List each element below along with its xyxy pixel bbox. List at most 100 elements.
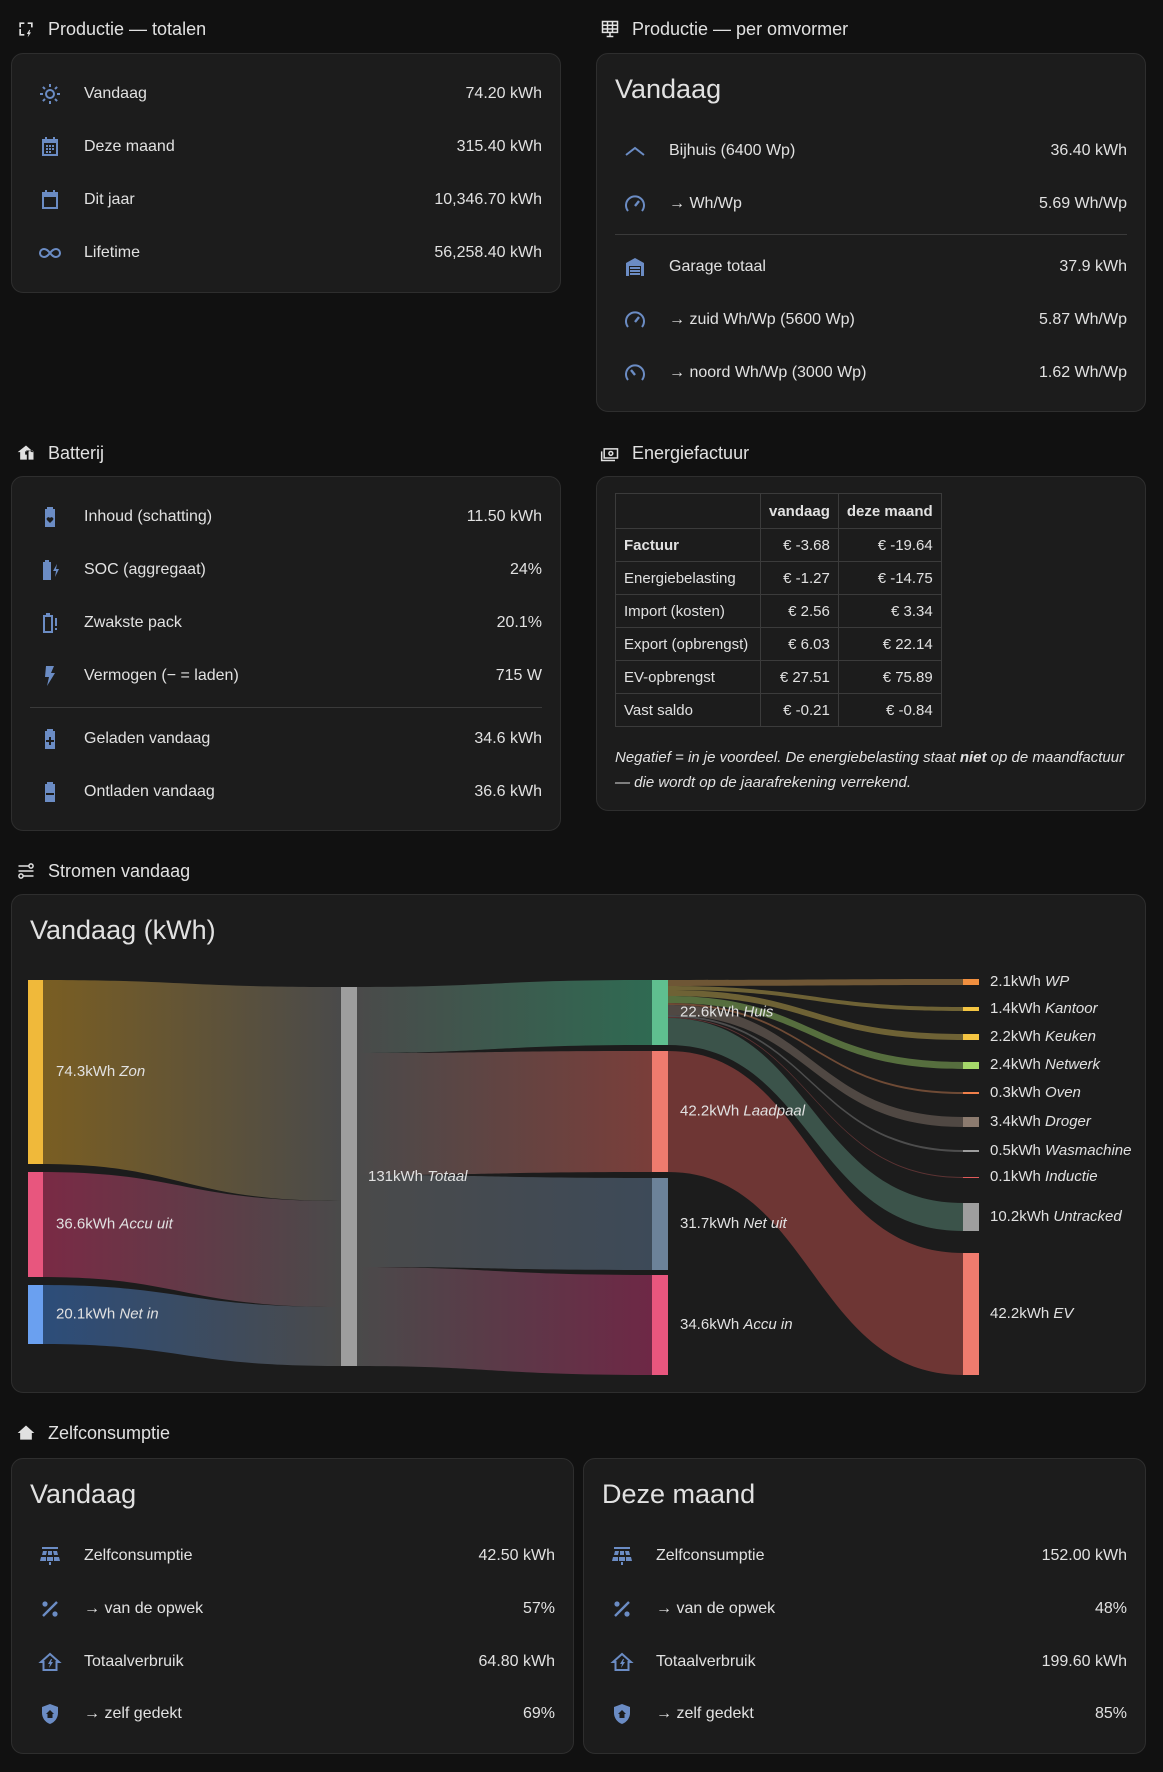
list-item[interactable]: Ontladen vandaag 36.6 kWh <box>30 765 542 818</box>
sankey-label-kantoor: 1.4kWh Kantoor <box>990 1000 1099 1017</box>
energy-bill-card: vandaag deze maand Factuur € -3.68 € -19… <box>596 476 1146 811</box>
card-title: Vandaag <box>615 74 722 104</box>
sankey-label-inductie: 0.1kWh Inductie <box>990 1168 1098 1185</box>
sankey-node-net-in <box>28 1285 43 1344</box>
sankey-label-ev: 42.2kWh EV <box>990 1305 1075 1322</box>
sankey-label-zon: 74.3kWh Zon <box>56 1063 145 1080</box>
table-cell: Vast saldo <box>615 693 761 727</box>
list-item[interactable]: Lifetime 56,258.40 kWh <box>30 226 542 279</box>
table-cell: € 22.14 <box>837 627 942 661</box>
list-item[interactable]: → zuid Wh/Wp (5600 Wp) 5.87 Wh/Wp <box>615 293 1127 346</box>
lightning-icon <box>30 656 70 696</box>
card-title: Deze maand <box>602 1479 756 1509</box>
list-item[interactable]: → Wh/Wp 5.69 Wh/Wp <box>615 177 1127 230</box>
sankey-link-huis <box>357 980 652 1053</box>
bill-table: vandaag deze maand Factuur € -3.68 € -19… <box>615 493 942 727</box>
list-item[interactable]: Vermogen (− = laden) 715 W <box>30 649 542 702</box>
solar-power-icon <box>19 22 33 38</box>
sankey-node-netwerk <box>963 1062 979 1069</box>
battery-plus-icon <box>30 719 70 759</box>
sankey-label-huis: 22.6kWh Huis <box>680 1003 774 1020</box>
bill-note: Negatief = in je voordeel. De energiebel… <box>615 749 1125 791</box>
roof-icon <box>615 131 655 171</box>
section-title-production-inverter: Productie — per omvormer <box>600 17 848 41</box>
list-item[interactable]: Deze maand 315.40 kWh <box>30 120 542 173</box>
table-cell: € 3.34 <box>837 594 942 628</box>
sankey-node-totaal <box>341 987 357 1366</box>
section-title-flows: Stromen vandaag <box>16 859 190 883</box>
table-cell: € -0.21 <box>760 693 839 727</box>
list-item[interactable]: → noord Wh/Wp (3000 Wp) 1.62 Wh/Wp <box>615 346 1127 399</box>
battery-card: Inhoud (schatting) 11.50 kWh SOC (aggreg… <box>11 476 561 831</box>
section-title-production-totals: Productie — totalen <box>16 17 206 41</box>
table-cell: Energiebelasting <box>615 561 761 595</box>
list-item[interactable]: Zelfconsumptie 152.00 kWh <box>602 1529 1127 1582</box>
list-item[interactable]: Dit jaar 10,346.70 kWh <box>30 173 542 226</box>
sankey-link-accu-uit <box>41 1172 341 1307</box>
list-item[interactable]: Totaalverbruik 64.80 kWh <box>30 1635 555 1688</box>
battery-heart-icon <box>30 497 70 537</box>
shield-home-icon <box>602 1694 642 1734</box>
sankey-label-net-in: 20.1kWh Net in <box>56 1305 159 1322</box>
solar-panel-icon <box>30 1536 70 1576</box>
list-item[interactable]: Garage totaal 37.9 kWh <box>615 240 1127 293</box>
production-inverter-card: Vandaag Bijhuis (6400 Wp) 36.40 kWh → Wh… <box>596 53 1146 412</box>
list-item[interactable]: Bijhuis (6400 Wp) 36.40 kWh <box>615 124 1127 177</box>
sankey-label-accu-in: 34.6kWh Accu in <box>680 1316 793 1333</box>
sankey-link-accu-in <box>357 1267 652 1375</box>
list-item[interactable]: Zwakste pack 20.1% <box>30 596 542 649</box>
shield-home-icon <box>30 1694 70 1734</box>
home-battery-icon <box>17 445 34 460</box>
table-cell: Export (opbrengst) <box>615 627 761 661</box>
sankey-link-kantoor <box>668 986 963 1011</box>
sankey-link-wp <box>668 979 963 986</box>
list-item[interactable]: Totaalverbruik 199.60 kWh <box>602 1635 1127 1688</box>
table-cell: € 6.03 <box>760 627 839 661</box>
sankey-label-wasmachine: 0.5kWh Wasmachine <box>990 1142 1131 1159</box>
table-cell: EV-opbrengst <box>615 660 761 694</box>
sankey-node-accu-uit <box>28 1172 43 1277</box>
sankey-node-ev <box>963 1253 979 1375</box>
sankey-link-droger <box>668 1005 963 1127</box>
cash-icon <box>600 448 619 462</box>
table-header-row: vandaag deze maand <box>615 493 942 529</box>
sankey-node-wp <box>963 979 979 985</box>
sankey-link-ev <box>668 1051 963 1375</box>
sankey-node-zon <box>28 980 43 1164</box>
home-lightning-icon <box>30 1642 70 1682</box>
sankey-node-huis <box>652 980 668 1045</box>
divider <box>30 707 542 708</box>
table-cell: € -1.27 <box>760 561 839 595</box>
list-item[interactable]: → van de opwek 57% <box>30 1582 555 1635</box>
list-item[interactable]: Inhoud (schatting) 11.50 kWh <box>30 490 542 543</box>
list-item[interactable]: SOC (aggregaat) 24% <box>30 543 542 596</box>
sankey-link-net-uit <box>357 1175 652 1270</box>
list-item[interactable]: → zelf gedekt 85% <box>602 1687 1127 1740</box>
sankey-label-wp: 2.1kWh WP <box>990 973 1069 990</box>
sankey-label-netwerk: 2.4kWh Netwerk <box>990 1056 1102 1073</box>
sankey-link-laadpaal <box>357 1051 652 1175</box>
table-header: deze maand <box>837 493 942 529</box>
table-cell: € -19.64 <box>837 528 942 562</box>
solar-panel-grid-icon <box>601 20 619 38</box>
list-item[interactable]: Vandaag 74.20 kWh <box>30 67 542 120</box>
sankey-label-oven: 0.3kWh Oven <box>990 1084 1081 1101</box>
percent-icon <box>602 1589 642 1629</box>
list-item[interactable]: → zelf gedekt 69% <box>30 1687 555 1740</box>
sankey-label-totaal: 131kWh Totaal <box>368 1168 468 1185</box>
list-item[interactable]: → van de opwek 48% <box>602 1582 1127 1635</box>
table-header <box>615 493 761 529</box>
card-title: Vandaag <box>30 1479 137 1509</box>
table-row: Import (kosten) € 2.56 € 3.34 <box>615 594 942 628</box>
flows-card: Vandaag (kWh) 74.3k <box>11 894 1146 1393</box>
infinity-icon <box>30 233 70 273</box>
speedometer-icon <box>615 184 655 224</box>
sankey-chart: 74.3kWh Zon 36.6kWh Accu uit 20.1kWh Net i… <box>28 973 1131 1375</box>
list-item[interactable]: Geladen vandaag 34.6 kWh <box>30 712 542 765</box>
sankey-label-keuken: 2.2kWh Keuken <box>990 1028 1096 1045</box>
garage-icon <box>615 247 655 287</box>
sankey-label-laadpaal: 42.2kWh Laadpaal <box>680 1102 806 1119</box>
table-row: EV-opbrengst € 27.51 € 75.89 <box>615 660 942 694</box>
list-item[interactable]: Zelfconsumptie 42.50 kWh <box>30 1529 555 1582</box>
home-lightning-icon <box>17 1425 35 1440</box>
